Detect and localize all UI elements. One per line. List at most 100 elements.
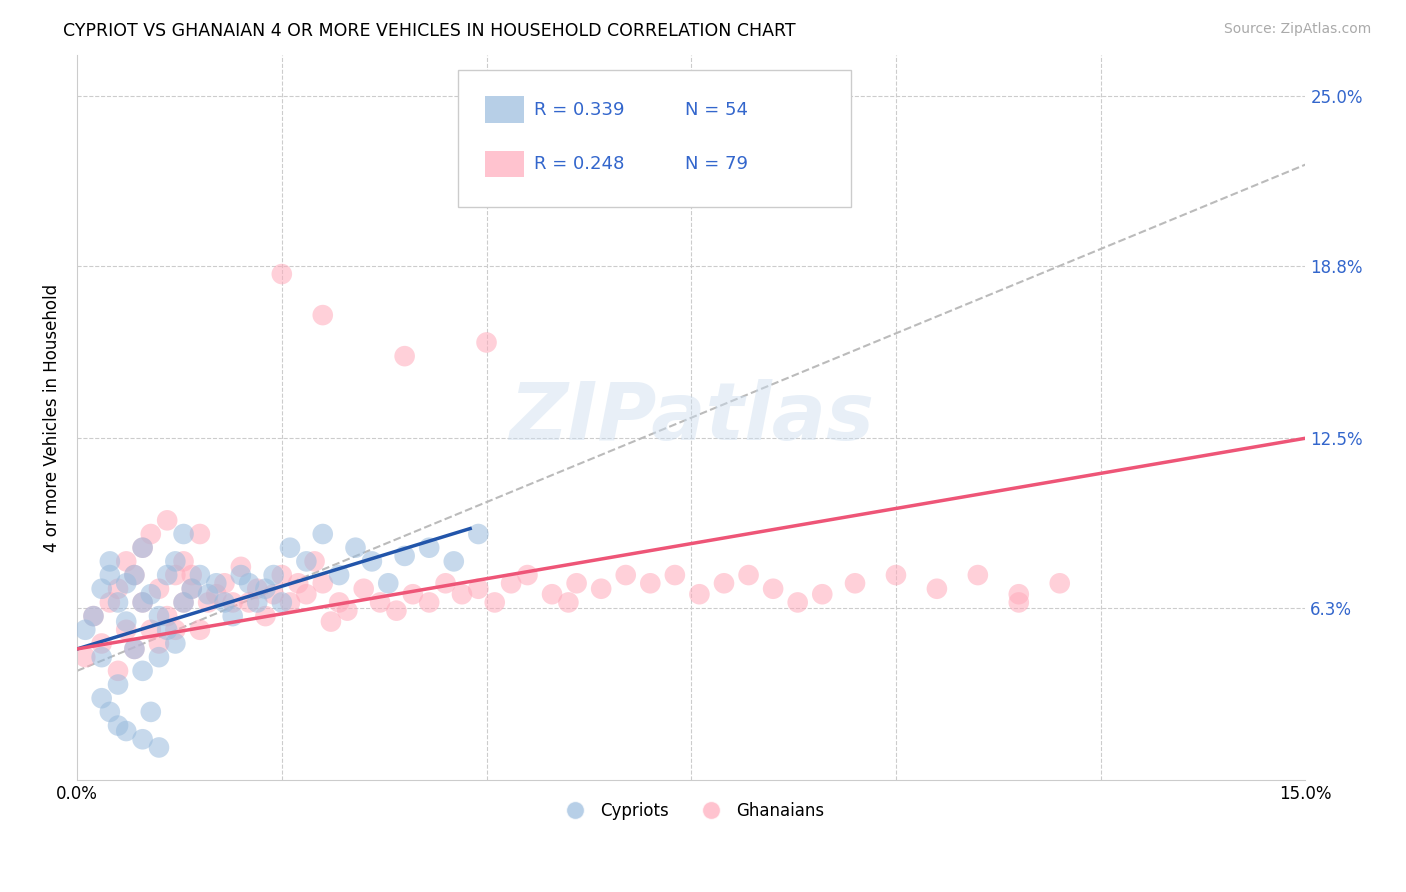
Point [443,554,465,568]
Point [966,568,988,582]
Text: ZIPatlas: ZIPatlas [509,379,873,457]
Point [762,582,785,596]
Text: CYPRIOT VS GHANAIAN 4 OR MORE VEHICLES IN HOUSEHOLD CORRELATION CHART: CYPRIOT VS GHANAIAN 4 OR MORE VEHICLES I… [63,22,796,40]
Point [131,595,153,609]
Point [844,576,866,591]
Point [368,595,391,609]
Point [148,740,170,755]
Point [115,576,138,591]
Point [115,623,138,637]
Point [884,568,907,582]
Point [205,587,228,601]
Point [287,576,309,591]
Point [925,582,948,596]
Point [214,576,236,591]
Point [205,576,228,591]
Point [270,568,292,582]
Point [229,568,252,582]
Point [614,568,637,582]
Point [353,582,375,596]
Point [165,554,187,568]
Point [75,650,97,665]
Point [640,576,662,591]
Point [394,349,416,363]
Point [165,636,187,650]
Point [238,595,260,609]
Point [263,568,285,582]
Point [98,568,121,582]
Point [90,691,112,706]
Point [214,595,236,609]
Point [377,576,399,591]
Point [139,587,162,601]
Point [173,554,195,568]
Point [90,582,112,596]
Point [434,576,457,591]
Point [737,568,759,582]
Point [565,576,588,591]
Point [82,609,104,624]
Point [319,615,342,629]
Point [115,615,138,629]
Point [418,541,440,555]
Point [115,554,138,568]
Bar [485,151,524,177]
Point [246,582,269,596]
Point [180,582,202,596]
Point [131,541,153,555]
Point [148,636,170,650]
Text: R = 0.248: R = 0.248 [534,155,624,173]
Point [254,582,277,596]
Point [295,554,318,568]
Point [501,576,523,591]
Point [591,582,613,596]
Point [1008,587,1031,601]
Text: R = 0.339: R = 0.339 [534,101,624,119]
Point [124,568,146,582]
Legend: Cypriots, Ghanaians: Cypriots, Ghanaians [553,795,831,826]
Text: N = 79: N = 79 [685,155,748,173]
Point [156,513,179,527]
Point [484,595,506,609]
Point [270,267,292,281]
Point [107,718,129,732]
Point [115,724,138,739]
Point [107,677,129,691]
Point [173,527,195,541]
Point [98,705,121,719]
Point [467,582,489,596]
Point [336,604,359,618]
Point [75,623,97,637]
Point [221,609,243,624]
Bar [485,96,524,122]
Point [139,527,162,541]
Point [188,568,211,582]
Point [312,527,335,541]
Y-axis label: 4 or more Vehicles in Household: 4 or more Vehicles in Household [44,284,60,552]
Point [131,664,153,678]
Point [328,568,350,582]
Point [180,568,202,582]
Point [173,595,195,609]
Point [107,664,129,678]
Point [475,335,498,350]
Point [278,541,301,555]
Point [312,308,335,322]
Point [418,595,440,609]
FancyBboxPatch shape [458,70,851,208]
Point [124,642,146,657]
Point [229,559,252,574]
Point [786,595,808,609]
Point [516,568,538,582]
Point [221,595,243,609]
Point [156,568,179,582]
Point [278,595,301,609]
Point [557,595,579,609]
Point [188,623,211,637]
Point [270,595,292,609]
Point [263,587,285,601]
Point [541,587,564,601]
Point [165,623,187,637]
Point [467,527,489,541]
Point [188,527,211,541]
